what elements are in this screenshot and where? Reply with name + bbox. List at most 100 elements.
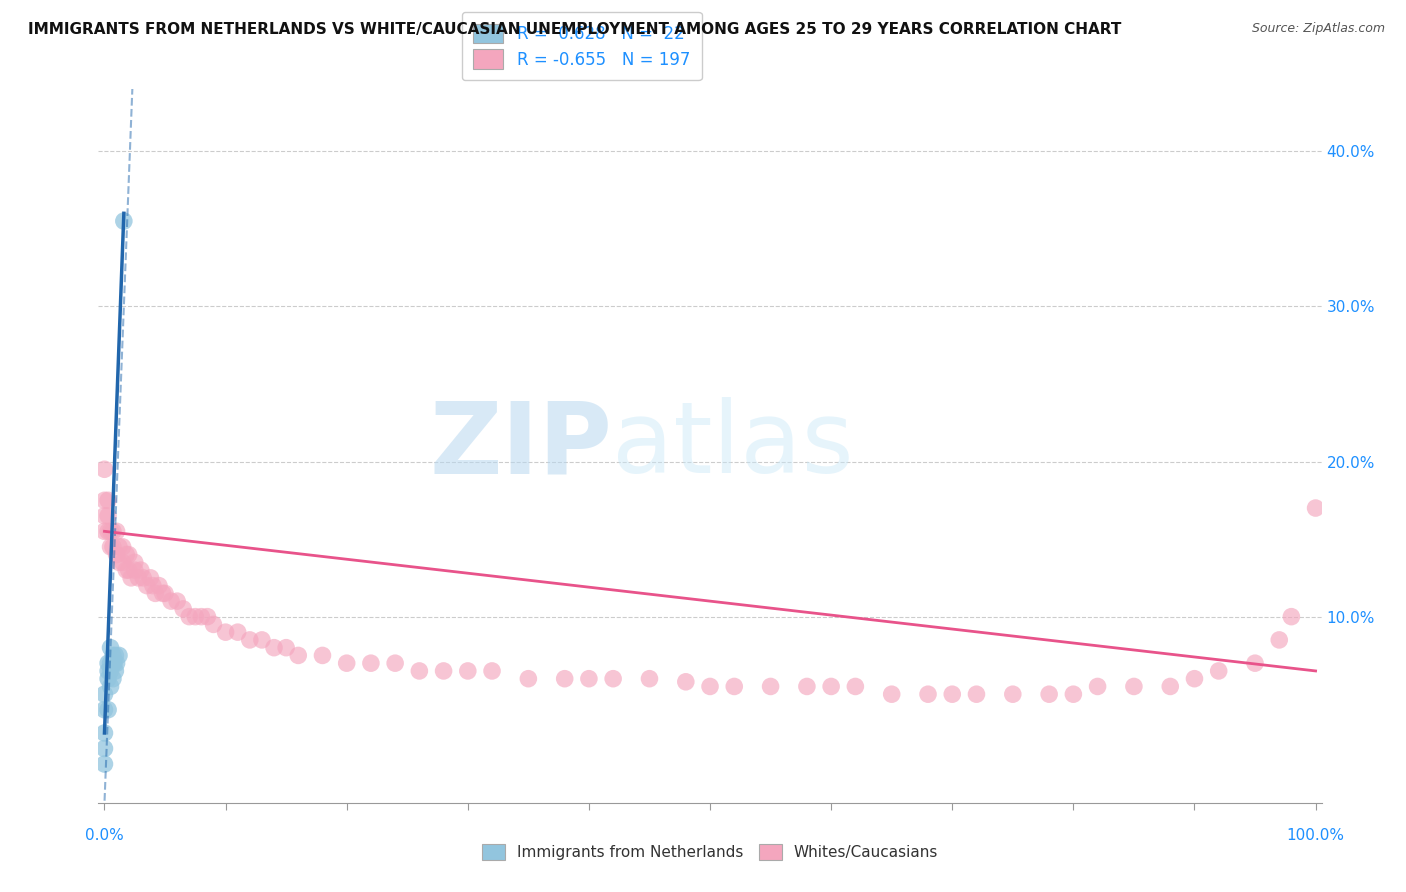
Point [115,563,138,577]
Legend: Immigrants from Netherlands, Whites/Caucasians: Immigrants from Netherlands, Whites/Cauc… [475,838,945,866]
Point [100,680,122,694]
Point [1244,656,1267,670]
Point [179,609,201,624]
Point [97,703,120,717]
Point [1087,680,1109,694]
Point [103,656,125,670]
Point [202,617,225,632]
Point [132,571,155,585]
Point [93,687,115,701]
Point [638,672,661,686]
Point [105,524,128,539]
Point [101,540,124,554]
Point [723,680,745,694]
Point [166,594,188,608]
Point [360,656,382,670]
Point [1184,672,1206,686]
Point [97,672,120,686]
Point [135,579,157,593]
Point [214,625,236,640]
Point [966,687,988,701]
Point [100,664,122,678]
Point [384,656,406,670]
Point [111,555,134,569]
Point [844,680,866,694]
Point [120,571,142,585]
Point [1159,680,1181,694]
Point [1305,501,1327,516]
Point [101,656,124,670]
Point [127,571,149,585]
Point [108,540,131,554]
Point [602,672,624,686]
Point [100,640,122,655]
Point [172,602,194,616]
Point [105,548,128,562]
Point [1062,687,1084,701]
Point [93,757,115,772]
Point [93,462,115,476]
Point [820,680,842,694]
Point [93,703,115,717]
Point [97,493,120,508]
Point [880,687,903,701]
Point [101,524,124,539]
Point [941,687,963,701]
Point [1208,664,1230,678]
Point [100,540,122,554]
Point [152,586,174,600]
Point [554,672,576,686]
Point [97,524,120,539]
Point [124,555,146,569]
Point [143,586,166,600]
Point [93,741,115,756]
Point [1001,687,1024,701]
Point [336,656,359,670]
Point [97,508,120,523]
Point [104,664,127,678]
Point [118,548,141,562]
Point [112,214,135,228]
Point [108,555,131,569]
Point [481,664,503,678]
Point [197,609,219,624]
Point [93,493,115,508]
Text: Source: ZipAtlas.com: Source: ZipAtlas.com [1251,22,1385,36]
Point [101,672,124,686]
Point [111,540,134,554]
Point [675,674,697,689]
Point [1279,609,1302,624]
Point [139,571,162,585]
Text: ZIP: ZIP [429,398,612,494]
Text: 100.0%: 100.0% [1286,828,1344,843]
Point [118,563,141,577]
Point [104,648,127,663]
Point [142,579,165,593]
Point [153,586,176,600]
Point [184,609,207,624]
Point [190,609,212,624]
Point [517,672,540,686]
Point [287,648,309,663]
Point [105,656,128,670]
Point [97,656,120,670]
Point [263,640,285,655]
Point [93,726,115,740]
Point [100,524,122,539]
Point [457,664,479,678]
Point [1038,687,1060,701]
Text: 0.0%: 0.0% [86,828,124,843]
Point [124,563,146,577]
Point [408,664,430,678]
Point [250,632,273,647]
Point [796,680,818,694]
Point [100,656,122,670]
Point [917,687,939,701]
Point [97,664,120,678]
Point [129,563,152,577]
Point [93,524,115,539]
Point [432,664,454,678]
Point [759,680,782,694]
Point [239,632,262,647]
Point [311,648,333,663]
